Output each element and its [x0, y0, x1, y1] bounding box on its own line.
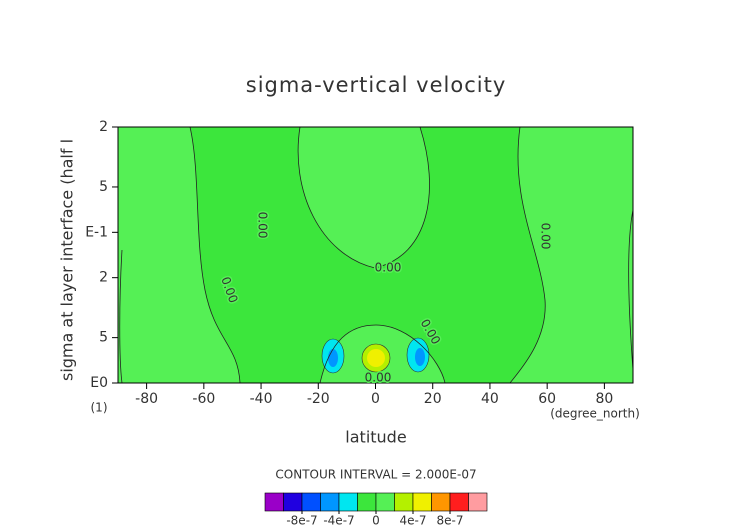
colorbar-label: 4e-7 — [400, 514, 427, 528]
x-axis-label: latitude — [345, 428, 406, 447]
field-region — [415, 348, 425, 366]
contour-label: 0.00 — [365, 371, 392, 385]
colorbar-box — [357, 492, 377, 512]
y-tick-label: 5 — [99, 330, 108, 346]
field-region — [328, 349, 338, 367]
colorbar-box — [338, 492, 358, 512]
contour-interval: CONTOUR INTERVAL = 2.000E-07 — [275, 468, 476, 482]
y-axis-label: sigma at layer interface (half l — [58, 139, 77, 381]
y-tick-label: E0 — [90, 375, 108, 391]
contour-line — [319, 324, 446, 384]
field-region — [118, 127, 240, 383]
contour-field — [117, 126, 634, 384]
y-tick-label: 2 — [99, 270, 108, 286]
field-region — [298, 127, 430, 268]
y-tick-label: E-1 — [85, 224, 108, 240]
x-tick-label: -60 — [192, 391, 215, 407]
contour-line — [509, 126, 546, 384]
contour-label: 0.00 — [256, 212, 270, 239]
colorbar-box — [394, 492, 414, 512]
contour-label: 0.00 — [375, 261, 402, 275]
chart-title: sigma-vertical velocity — [246, 73, 507, 97]
x-tick-label: -40 — [250, 391, 273, 407]
colorbar-label: -4e-7 — [323, 514, 354, 528]
contour-line — [628, 209, 634, 371]
y-tick-label: 5 — [99, 179, 108, 195]
x-tick-label: 20 — [424, 391, 442, 407]
x-tick-label: -80 — [135, 391, 158, 407]
colorbar-box — [431, 492, 451, 512]
y-tick-label: 2 — [99, 119, 108, 135]
colorbar-label: 0 — [372, 514, 380, 528]
colorbar-box — [468, 492, 488, 512]
contour-label: 0.00 — [539, 223, 553, 250]
x-unit: (degree_north) — [550, 407, 640, 421]
field-region — [367, 349, 385, 367]
colorbar-box — [412, 492, 432, 512]
colorbar-label: 8e-7 — [437, 514, 464, 528]
contour-line — [119, 249, 123, 384]
contour-line — [189, 126, 241, 384]
colorbar-box — [320, 492, 340, 512]
x-tick-label: 0 — [371, 391, 380, 407]
x-tick-label: 60 — [538, 391, 556, 407]
contour-line — [297, 126, 430, 269]
colorbar-box — [283, 492, 303, 512]
x-tick-label: 80 — [595, 391, 613, 407]
x-tick-label: 40 — [481, 391, 499, 407]
colorbar-box — [449, 492, 469, 512]
colorbar-label: -8e-7 — [286, 514, 317, 528]
x-tick-label: -20 — [307, 391, 330, 407]
colorbar-box — [301, 492, 321, 512]
colorbar-box — [264, 492, 284, 512]
colorbar-box — [375, 492, 395, 512]
field-region — [510, 127, 633, 383]
y-unit: (1) — [91, 401, 108, 415]
